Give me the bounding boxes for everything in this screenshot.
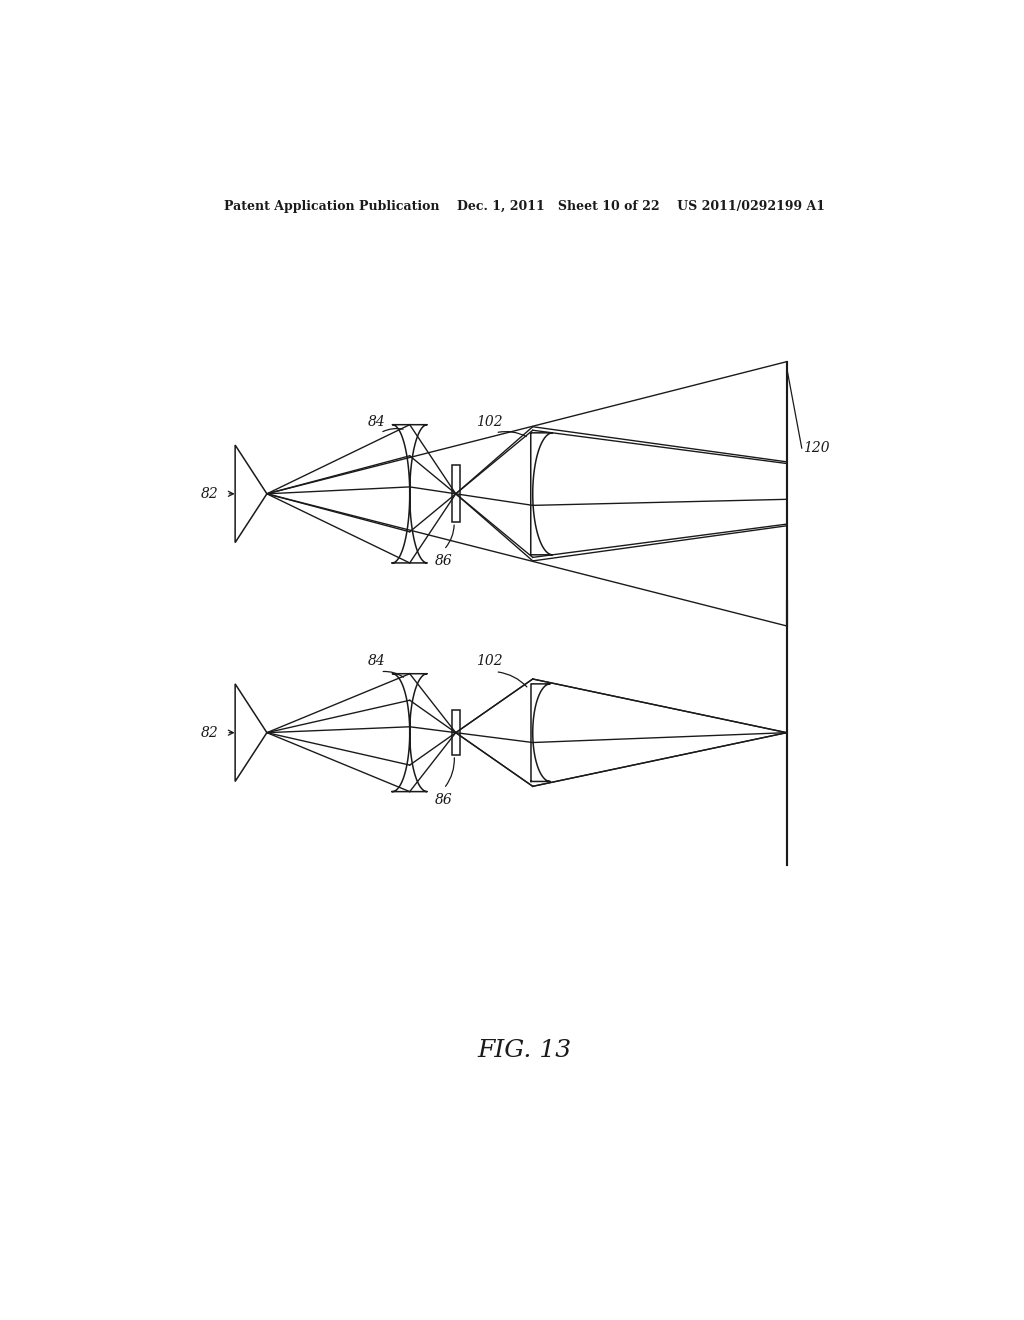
Text: 82: 82 [201, 487, 218, 500]
Bar [452, 710, 460, 755]
Text: 86: 86 [435, 792, 453, 807]
Text: 102: 102 [476, 414, 503, 429]
Text: 120: 120 [803, 441, 829, 455]
Text: 86: 86 [435, 554, 453, 568]
Bar [452, 466, 460, 523]
Text: Patent Application Publication    Dec. 1, 2011   Sheet 10 of 22    US 2011/02921: Patent Application Publication Dec. 1, 2… [224, 199, 825, 213]
Text: FIG. 13: FIG. 13 [478, 1039, 571, 1063]
Text: 102: 102 [476, 653, 503, 668]
Text: 84: 84 [368, 414, 385, 429]
Text: 82: 82 [201, 726, 218, 739]
Text: 84: 84 [368, 653, 385, 668]
